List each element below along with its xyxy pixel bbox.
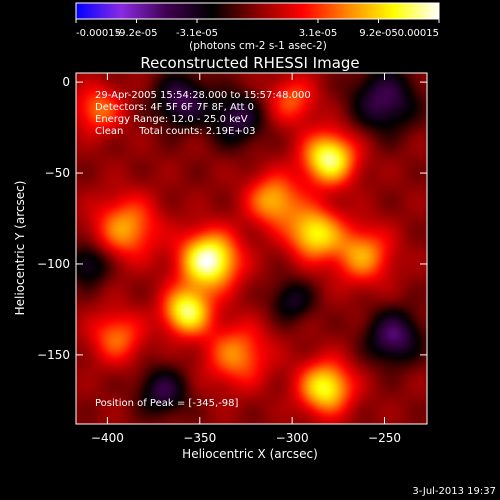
- annotation-total-counts: Clean Total counts: 2.19E+03: [95, 126, 255, 137]
- colorbar-tick-label: -0.00015: [76, 28, 121, 39]
- annotation-time-range: 29-Apr-2005 15:54:28.000 to 15:57:48.000: [95, 90, 311, 101]
- colorbar-tick-labels: -0.00015-9.2e-05 -3.1e-05 3.1e-05 9.2e-05 0.…: [76, 28, 439, 39]
- colorbar-tick-label: -9.2e-05: [116, 28, 158, 39]
- colorbar-tick-label: 3.1e-05: [299, 28, 337, 39]
- plot-frame: [75, 72, 428, 425]
- chart-title: Reconstructed RHESSI Image: [140, 54, 359, 72]
- colorbar-ticks: [75, 19, 440, 23]
- y-axis-ticks: 0 −50 −100 −150: [37, 75, 427, 362]
- colorbar-tick-label: 0.00015: [398, 28, 439, 39]
- colorbar-strip: [75, 2, 440, 20]
- colorbar: -0.00015-9.2e-05 -3.1e-05 3.1e-05 9.2e-05 0.…: [75, 2, 440, 52]
- annotation-energy-range: Energy Range: 12.0 - 25.0 keV: [95, 114, 248, 125]
- heatmap-image: [76, 73, 427, 424]
- y-tick-label: −50: [45, 166, 70, 180]
- y-tick-label: −100: [37, 257, 70, 271]
- colorbar-tick-label: 9.2e-05: [359, 28, 397, 39]
- x-tick-label: −350: [183, 431, 216, 445]
- y-axis-label: Heliocentric Y (arcsec): [13, 181, 27, 316]
- x-axis-ticks: −400 −350 −300 −250: [91, 73, 401, 445]
- x-tick-label: −300: [276, 431, 309, 445]
- annotation-detectors: Detectors: 4F 5F 6F 7F 8F, Att 0: [95, 102, 254, 113]
- observation-annotations: 29-Apr-2005 15:54:28.000 to 15:57:48.000…: [95, 90, 311, 137]
- y-tick-label: −150: [37, 348, 70, 362]
- plot-area: −400 −350 −300 −250 0 −50 −100 −150 29-Apr-200…: [37, 72, 428, 445]
- footer-timestamp: 3-Jul-2013 19:37: [412, 486, 496, 497]
- x-tick-label: −250: [368, 431, 401, 445]
- x-tick-label: −400: [91, 431, 124, 445]
- y-tick-label: 0: [62, 75, 70, 89]
- colorbar-tick-label: -3.1e-05: [176, 28, 218, 39]
- x-axis-label: Heliocentric X (arcsec): [182, 447, 318, 461]
- colorbar-units: (photons cm-2 s-1 asec-2): [189, 40, 327, 52]
- peak-position-label: Position of Peak = [-345,-98]: [95, 398, 239, 409]
